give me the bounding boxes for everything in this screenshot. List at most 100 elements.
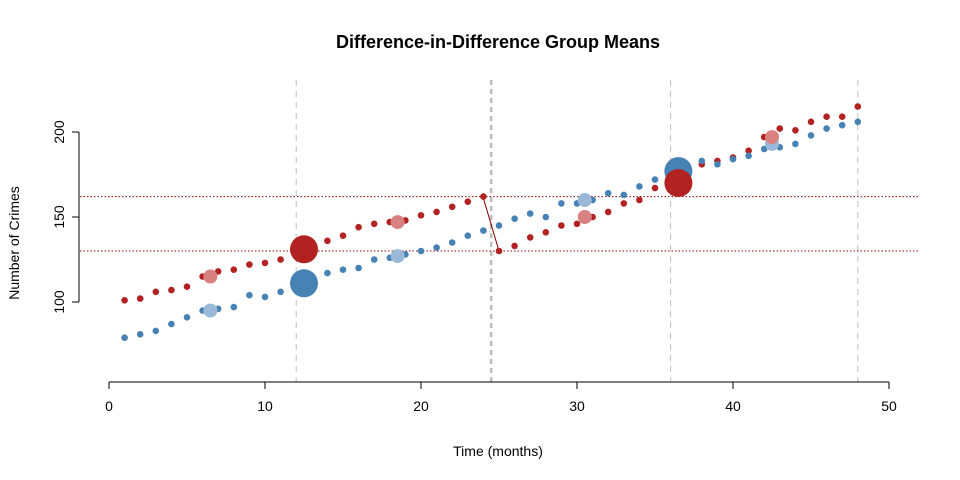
control-point [526,210,534,217]
control-point [246,291,253,299]
treatment-point [526,234,534,241]
control-point [651,176,659,183]
x-axis-label: Time (months) [453,443,543,459]
control-point [495,222,503,229]
intervention-connector [482,198,500,252]
treatment-point [214,268,222,275]
control-point [620,191,628,199]
control-point [854,118,862,126]
treatment-point [121,297,128,304]
control-point [168,320,175,328]
treatment-point [183,283,191,291]
control-point [277,288,284,296]
treatment-point [168,286,175,294]
control-point [464,232,472,239]
control-group-mean [290,269,318,298]
group-means [203,130,779,318]
control-group-mean [390,249,405,264]
control-point [698,157,706,165]
control-point [417,247,425,255]
control-point [745,152,752,160]
control-point [542,213,550,221]
treatment-point [651,184,659,192]
control-point [370,256,378,263]
control-group-mean [577,193,592,207]
y-axis: 100 150 200 [51,120,80,314]
x-tick-label: 30 [569,398,585,414]
treatment-group-mean [577,210,592,224]
treatment-point [745,147,752,154]
treatment-point [854,103,862,110]
treatment-point [136,295,144,302]
treatment-point [230,266,238,274]
control-group-mean [203,303,218,318]
treatment-group-mean [390,215,405,230]
control-point [152,327,160,335]
control-point [823,125,830,132]
control-point [792,140,799,148]
treatment-point [807,118,815,126]
control-point [230,303,238,311]
treatment-point [464,198,472,205]
treatment-group-mean [203,269,218,284]
treatment-point [776,125,784,132]
treatment-point [370,220,378,228]
vertical-reference-lines [295,80,859,382]
y-tick-label: 150 [51,205,67,229]
treatment-point [480,193,487,200]
control-point [433,244,440,251]
control-point [511,215,518,222]
y-tick-label: 100 [51,290,67,314]
treatment-point [792,127,799,134]
control-point [729,155,737,163]
y-tick-label: 200 [51,120,67,144]
control-point [339,266,347,274]
control-point [604,189,612,197]
treatment-group-mean [290,235,318,264]
treatment-point [339,232,347,239]
treatment-point [355,223,362,231]
y-axis-label: Number of Crimes [6,186,22,300]
control-point [807,132,815,139]
treatment-point [823,113,830,120]
control-point [324,269,331,277]
treatment-point [152,288,160,296]
x-axis: 0 10 20 30 40 50 [105,381,897,414]
treatment-point [261,259,269,267]
control-point [636,183,643,190]
treatment-group-mean [765,130,779,145]
chart-title: Difference-in-Difference Group Means [336,32,660,52]
treatment-point [620,200,628,207]
x-tick-label: 10 [257,398,273,414]
control-point [183,314,191,321]
connector-line [482,198,500,252]
treatment-point [417,212,425,219]
x-tick-label: 50 [881,398,897,414]
treatment-group-mean [664,169,693,197]
treatment-point [573,220,581,228]
control-point [261,293,269,301]
treatment-point [246,261,253,268]
control-point [355,264,362,272]
treatment-point [604,208,612,216]
treatment-point [448,203,456,211]
control-point [760,145,768,153]
treatment-point [838,113,846,120]
treatment-point [511,242,518,250]
control-point [714,161,721,168]
treatment-point [542,229,550,236]
treatment-point [277,256,284,263]
x-tick-label: 0 [105,398,113,414]
treatment-point [636,196,643,204]
control-point [121,334,128,342]
treatment-point [324,237,331,245]
control-point [480,227,487,234]
treatment-point [433,208,440,216]
x-tick-label: 40 [725,398,741,414]
treatment-point [558,222,565,229]
control-point [448,239,456,246]
treatment-point [495,247,503,255]
control-point [136,331,144,338]
x-tick-label: 20 [413,398,429,414]
